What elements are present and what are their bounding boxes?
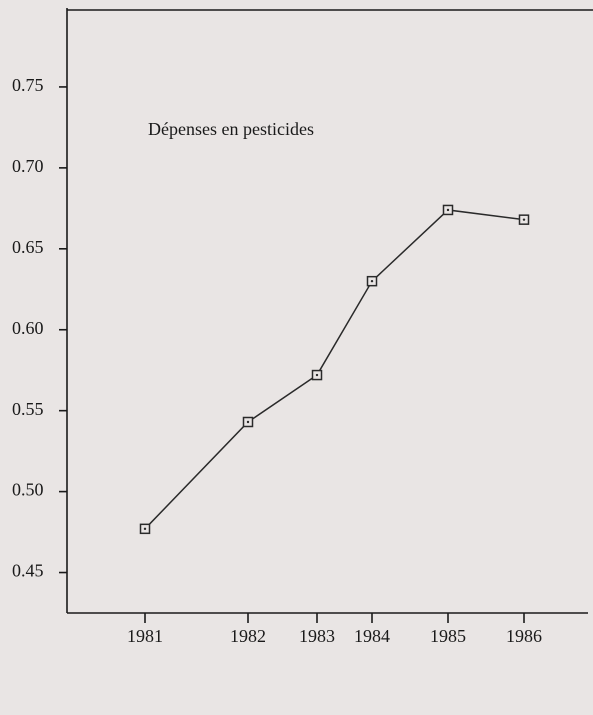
x-tick-label: 1981	[127, 626, 163, 646]
point-dot	[246, 420, 250, 424]
x-tick-label: 1986	[506, 626, 542, 646]
y-tick-label: 0.45	[12, 561, 44, 581]
x-tick-label: 1983	[299, 626, 335, 646]
y-tick-label: 0.55	[12, 399, 44, 419]
y-tick-label: 0.70	[12, 156, 44, 176]
x-tick-label: 1985	[430, 626, 466, 646]
x-tick-label: 1982	[230, 626, 266, 646]
point-dot	[446, 208, 450, 212]
point-dot	[143, 527, 147, 531]
point-dot	[315, 373, 319, 377]
point-dot	[522, 218, 526, 221]
series-line	[144, 209, 525, 530]
x-tick-label: 1984	[354, 626, 390, 646]
y-tick-label: 0.65	[12, 237, 44, 257]
y-tick-label: 0.75	[12, 75, 44, 95]
y-tick-label: 0.50	[12, 480, 44, 500]
annotation: Dépenses en pesticides	[148, 119, 314, 139]
y-tick-label: 0.60	[12, 318, 44, 338]
point-dot	[370, 279, 374, 283]
